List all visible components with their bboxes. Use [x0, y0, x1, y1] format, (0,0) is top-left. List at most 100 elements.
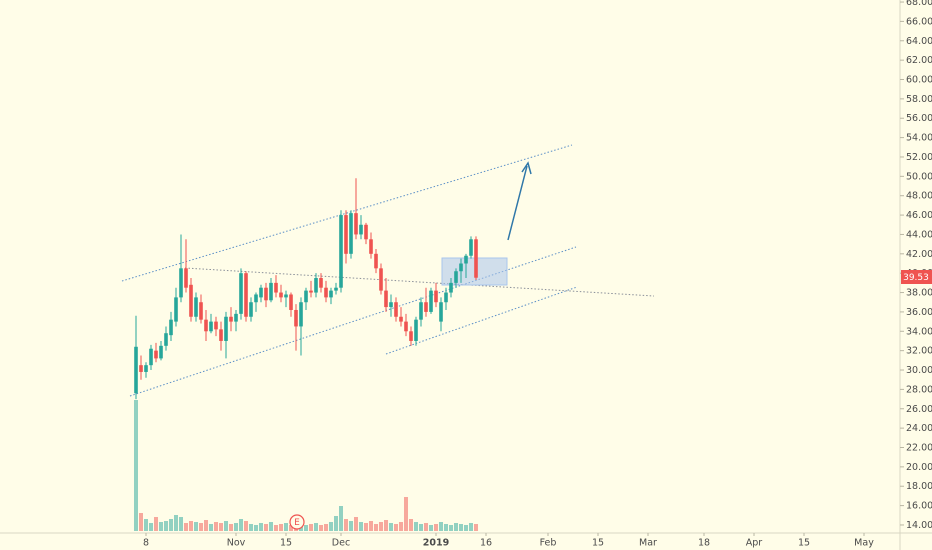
candle-body: [474, 239, 478, 278]
candle-body: [304, 290, 308, 303]
trend-line: [129, 246, 577, 397]
y-tick-label: 66.00: [906, 16, 932, 27]
volume-bar: [349, 521, 353, 531]
candle-body: [464, 255, 468, 264]
volume-bar: [219, 523, 223, 531]
volume-bar: [174, 515, 178, 531]
volume-bar: [414, 522, 418, 531]
volume-bar: [389, 523, 393, 531]
arrow-head: [521, 161, 532, 175]
volume-bar: [364, 523, 368, 531]
volume-bar: [464, 525, 468, 531]
candle-body: [164, 333, 168, 346]
candle-body: [264, 287, 268, 301]
candle-body: [344, 215, 348, 254]
candle-body: [364, 224, 368, 240]
volume-bar: [419, 524, 423, 531]
volume-bar: [394, 524, 398, 531]
y-tick-label: 24.00: [906, 423, 932, 434]
y-tick-label: 62.00: [906, 55, 932, 66]
y-tick-label: 30.00: [906, 365, 932, 376]
candle-body: [284, 294, 288, 298]
volume-bar: [339, 506, 343, 531]
volume-bar: [289, 525, 293, 531]
volume-bar: [304, 525, 308, 531]
candle-body: [229, 316, 233, 322]
candle-body: [469, 239, 473, 256]
volume-bar: [144, 519, 148, 531]
y-tick-label: 44.00: [906, 229, 932, 240]
volume-bar: [279, 524, 283, 531]
last-price-label: 39.53: [903, 273, 929, 283]
volume-bar: [434, 524, 438, 531]
candle-body: [444, 292, 448, 303]
candle-body: [324, 287, 328, 298]
volume-bar: [284, 523, 288, 531]
volume-bar: [214, 522, 218, 531]
candle-body: [394, 302, 398, 317]
candle-body: [454, 271, 458, 283]
volume-bar: [149, 523, 153, 531]
candle-body: [224, 316, 228, 341]
candle-body: [389, 302, 393, 308]
volume-bar: [189, 521, 193, 531]
candle-body: [249, 302, 253, 317]
volume-bar: [199, 523, 203, 531]
candle-body: [384, 290, 388, 308]
trend-line: [121, 144, 573, 282]
volume-bar: [334, 516, 338, 531]
volume-bar: [259, 523, 263, 531]
arrow: [507, 165, 528, 241]
x-tick-label: 2019: [423, 538, 449, 549]
y-tick-label: 68.00: [906, 0, 932, 8]
candle-body: [439, 302, 443, 322]
candle-body: [239, 273, 243, 314]
volume-bar: [159, 522, 163, 531]
y-tick-label: 26.00: [906, 404, 932, 415]
volume-bar: [359, 522, 363, 531]
x-tick-label: Feb: [540, 538, 557, 549]
candle-body: [419, 302, 423, 320]
candle-body: [329, 290, 333, 298]
earnings-badge[interactable]: E: [289, 514, 305, 530]
volume-bar: [179, 517, 183, 531]
candle-body: [259, 287, 263, 298]
trend-line: [184, 267, 655, 297]
candle-body: [449, 282, 453, 293]
volume-bar: [429, 525, 433, 531]
candle-layer: [134, 178, 478, 400]
x-axis: 8 Nov 15 Dec 2019 16 Feb 15 Mar 18 Apr 15 May: [143, 533, 874, 549]
x-tick-label: Nov: [227, 538, 246, 549]
y-tick-label: 38.00: [906, 288, 932, 299]
volume-bar: [344, 519, 348, 531]
volume-bar: [409, 519, 413, 531]
last-price-box: [901, 270, 932, 284]
volume-bar: [229, 524, 233, 531]
candle-body: [369, 239, 373, 254]
y-tick-label: 48.00: [906, 191, 932, 202]
candle-body: [174, 297, 178, 322]
volume-bar: [234, 523, 238, 531]
volume-bar: [269, 522, 273, 531]
volume-bar: [469, 523, 473, 531]
volume-bar: [374, 524, 378, 531]
candle-body: [359, 224, 363, 235]
y-tick-label: 34.00: [906, 326, 932, 337]
candle-body: [199, 302, 203, 320]
y-tick-label: 14.00: [906, 520, 932, 531]
candle-body: [144, 365, 148, 372]
candle-body: [309, 290, 313, 293]
candle-body: [294, 309, 298, 327]
candle-body: [279, 292, 283, 298]
candle-body: [154, 350, 158, 359]
x-tick-label: Dec: [332, 538, 350, 549]
candle-body: [314, 278, 318, 293]
volume-bar: [164, 521, 168, 531]
y-tick-label: 36.00: [906, 307, 932, 318]
candle-body: [399, 316, 403, 322]
volume-bar: [134, 400, 138, 531]
volume-bar: [439, 522, 443, 531]
volume-bar: [264, 524, 268, 531]
x-tick-label: 18: [698, 538, 710, 549]
candle-body: [244, 273, 248, 317]
